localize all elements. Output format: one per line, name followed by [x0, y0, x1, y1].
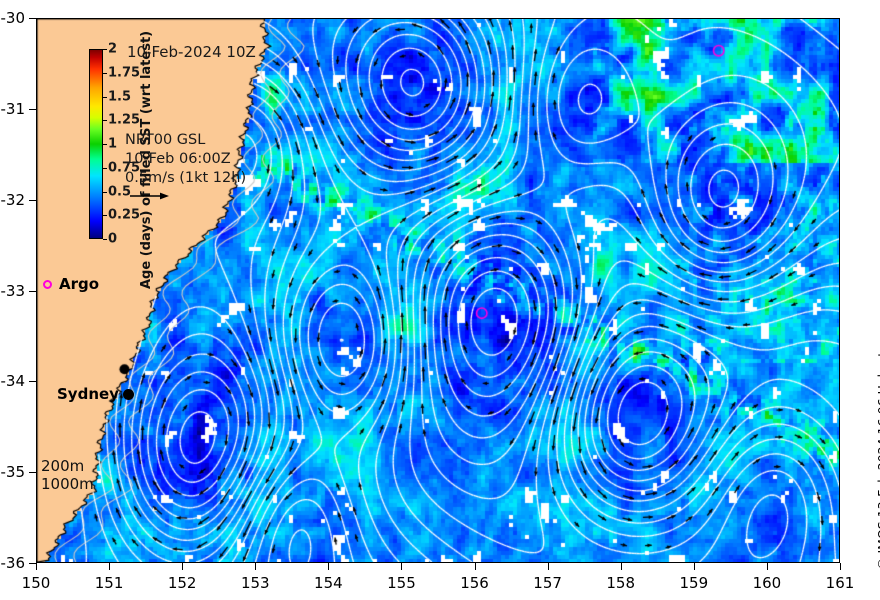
x-tick [620, 563, 622, 570]
x-tick [766, 563, 768, 570]
colorbar-tick [103, 72, 107, 74]
sydney-dot-icon [122, 388, 134, 400]
y-tick [29, 108, 36, 110]
velocity-scale-label: 0.5m/s (1kt 12h) [125, 170, 247, 186]
y-tick-label: -33 [0, 281, 26, 300]
x-tick-label: 155 [387, 574, 416, 592]
date-stamp: 10-Feb-2024 10Z [127, 43, 256, 61]
y-tick [29, 563, 36, 564]
colorbar-tick-label: 0.25 [108, 207, 141, 223]
colorbar-tick-label: 0.75 [108, 160, 141, 176]
y-tick-label: -35 [0, 463, 26, 482]
colorbar-tick [103, 215, 107, 217]
credit-label: © IMOS 13-Feb-2024 16:06 Hobart [875, 351, 880, 570]
x-tick-label: 154 [314, 574, 343, 592]
map-plot-area[interactable]: 0 0.25 0.5 0.75 1 1.25 1.5 1.75 2 Age (days) of … [36, 18, 840, 563]
colorbar-tick [103, 167, 107, 169]
x-tick [693, 563, 695, 570]
x-tick-label: 156 [460, 574, 489, 592]
sydney-label: Sydney [57, 385, 119, 403]
colorbar-tick [103, 191, 107, 193]
colorbar-tick-label: 1.25 [108, 112, 141, 128]
x-tick-label: 152 [167, 574, 197, 592]
velocity-product-label: NRT00 GSL [125, 132, 206, 148]
x-tick [109, 563, 111, 570]
x-tick [474, 563, 476, 570]
velocity-time-label: 10-Feb 06:00Z [125, 151, 231, 167]
y-tick [29, 290, 36, 292]
y-tick-label: -30 [0, 9, 26, 27]
colorbar-tick [103, 144, 107, 145]
bathymetry-200m-label: 200m [41, 457, 85, 475]
y-tick [29, 381, 36, 383]
y-tick [29, 18, 36, 19]
x-tick [36, 563, 37, 570]
sst-age-heatmap-canvas [37, 19, 839, 562]
colorbar-tick-label: 1.75 [108, 65, 141, 81]
colorbar-tick-label: 1 [108, 136, 118, 152]
x-tick [182, 563, 184, 570]
colorbar-tick-label: 0 [108, 231, 118, 247]
y-tick [29, 472, 36, 474]
x-tick-label: 157 [533, 574, 562, 592]
colorbar-gradient [89, 49, 103, 239]
colorbar-tick-label: 2 [108, 41, 118, 57]
colorbar-tick-label: 0.5 [108, 184, 132, 199]
colorbar-tick [103, 120, 107, 122]
sydney-city-marker: Sydney [57, 385, 134, 403]
y-tick-label: -31 [0, 99, 26, 118]
argo-marker-icon [43, 279, 52, 289]
argo-legend: Argo [43, 275, 99, 293]
y-tick-label: -34 [0, 372, 26, 391]
colorbar-tick-label: 1.5 [108, 89, 132, 104]
x-tick-label: 150 [21, 574, 51, 592]
velocity-annotation: NRT00 GSL 10-Feb 06:00Z 0.5m/s (1kt 12h) [125, 131, 246, 188]
x-tick-label: 151 [94, 574, 124, 592]
x-tick [401, 563, 403, 570]
x-tick-label: 153 [240, 574, 270, 592]
x-tick [328, 563, 330, 570]
x-tick-label: 159 [679, 574, 709, 592]
colorbar-tick [103, 49, 107, 50]
y-tick-label: -36 [0, 554, 26, 572]
colorbar [89, 49, 103, 239]
x-tick-label: 161 [825, 574, 855, 592]
bathymetry-labels: 200m 1000m [41, 457, 94, 493]
credit-text: © IMOS 13-Feb-2024 16:06 Hobart [862, 330, 880, 570]
bathymetry-1000m-label: 1000m [41, 475, 94, 493]
x-tick [840, 563, 841, 570]
argo-legend-label: Argo [59, 275, 100, 293]
x-tick-label: 160 [752, 574, 782, 592]
y-tick-label: -32 [0, 190, 26, 209]
x-tick [547, 563, 549, 570]
velocity-scale-arrow-icon [130, 192, 169, 200]
colorbar-tick [103, 239, 107, 240]
x-tick-label: 158 [606, 574, 636, 592]
colorbar-tick [103, 96, 107, 98]
y-tick [29, 199, 36, 201]
x-tick [255, 563, 257, 570]
